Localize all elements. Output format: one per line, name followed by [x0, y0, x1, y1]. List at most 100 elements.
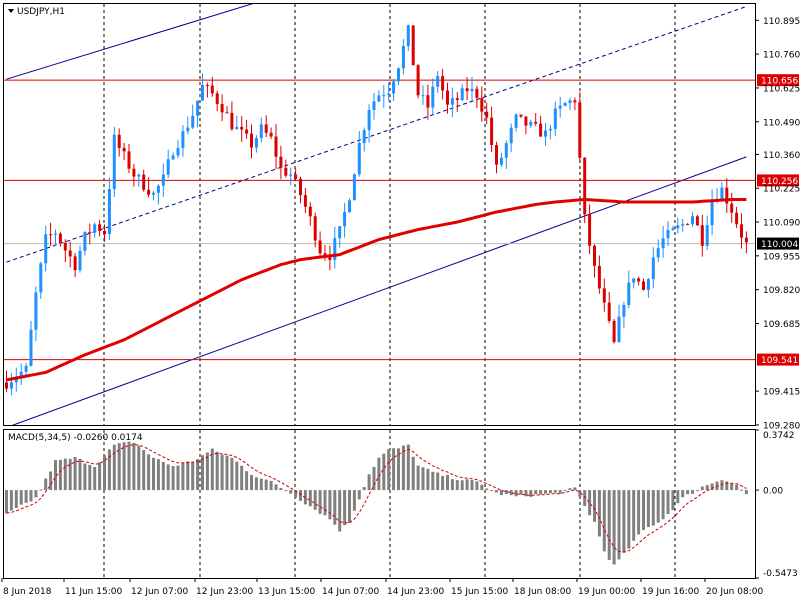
- candle-body: [308, 206, 312, 217]
- macd-bar: [186, 461, 190, 491]
- candle-body: [490, 117, 494, 146]
- time-axis-label: 12 Jun 07:00: [131, 587, 188, 597]
- macd-bar: [142, 450, 146, 491]
- candle-body: [450, 98, 454, 105]
- macd-bar: [54, 460, 57, 491]
- candle-body: [622, 305, 626, 317]
- candle-body: [602, 288, 606, 303]
- candle-body: [593, 245, 596, 266]
- macd-bar: [284, 490, 288, 492]
- candle-body: [299, 178, 302, 196]
- candle-body: [539, 123, 543, 137]
- macd-bar: [475, 481, 479, 491]
- macd-bar: [676, 490, 680, 504]
- candle-body: [514, 114, 518, 128]
- macd-axis-label: 0.3742: [763, 431, 795, 441]
- macd-bar: [450, 479, 454, 491]
- candle-body: [553, 108, 557, 129]
- candle-body: [54, 233, 57, 235]
- candle-body: [519, 114, 523, 117]
- candle-body: [98, 224, 102, 231]
- candle-body: [328, 255, 332, 260]
- candle-body: [205, 84, 209, 86]
- candle-body: [700, 225, 704, 246]
- symbol-label: USDJPY,H1: [17, 7, 65, 17]
- candle-body: [176, 148, 180, 156]
- macd-bar: [112, 444, 116, 491]
- level-tag: [757, 74, 799, 87]
- macd-bar: [666, 490, 670, 515]
- candle-body: [220, 103, 224, 113]
- macd-bar: [24, 490, 28, 503]
- macd-bar: [9, 490, 13, 511]
- macd-bar: [637, 490, 641, 535]
- candle-body: [504, 143, 508, 158]
- macd-bar: [147, 454, 151, 491]
- candle-body: [196, 100, 200, 116]
- macd-bar: [250, 474, 253, 491]
- macd-bar: [132, 442, 136, 491]
- macd-bar: [499, 490, 503, 496]
- current-price-label: 110.004: [761, 240, 798, 250]
- candle-body: [343, 211, 347, 227]
- candle-body: [323, 253, 327, 256]
- candle-body: [348, 200, 351, 212]
- macd-bar: [519, 490, 523, 495]
- macd-bar: [83, 463, 87, 491]
- candles: [5, 24, 748, 396]
- macd-bar: [117, 443, 121, 491]
- candle-body: [127, 151, 131, 169]
- macd-bar: [338, 490, 342, 532]
- macd-bar: [700, 486, 704, 491]
- candle-body: [627, 282, 631, 306]
- candle-body: [156, 185, 160, 193]
- macd-bar: [323, 490, 327, 516]
- time-axis-label: 12 Jun 23:00: [196, 587, 253, 597]
- macd-bar: [529, 490, 533, 497]
- macd-bar: [744, 490, 748, 495]
- candle-body: [264, 124, 268, 133]
- macd-bar: [171, 466, 175, 491]
- price-panel-frame: [3, 3, 756, 426]
- macd-bar: [201, 455, 204, 491]
- macd-bar: [720, 480, 724, 491]
- macd-bar: [573, 487, 577, 491]
- candle-body: [333, 238, 337, 260]
- macd-bar: [705, 485, 709, 491]
- candle-body: [573, 100, 577, 103]
- candle-body: [34, 292, 38, 330]
- candle-body: [411, 25, 415, 66]
- candle-body: [68, 250, 72, 257]
- candle-body: [441, 76, 445, 91]
- candle-body: [171, 155, 175, 160]
- macd-bar: [372, 466, 376, 491]
- candle-body: [671, 228, 675, 231]
- macd-bar: [514, 490, 518, 497]
- macd-bar: [392, 448, 396, 491]
- dropdown-arrow-icon[interactable]: [8, 9, 14, 13]
- level-tag-label: 110.656: [761, 77, 798, 87]
- macd-label: MACD(5,34,5) -0.0260 0.0174: [8, 433, 143, 443]
- price-axis-label: 110.490: [763, 118, 800, 128]
- macd-bar: [137, 445, 141, 491]
- macd-bar: [14, 490, 18, 508]
- macd-bar: [465, 479, 469, 491]
- current-price-tag: [757, 237, 799, 250]
- macd-bar: [240, 465, 244, 491]
- macd-bar: [88, 464, 92, 491]
- macd-signal-line: [6, 444, 747, 553]
- price-axis-label: 110.895: [763, 17, 800, 27]
- level-tag: [757, 174, 799, 187]
- macd-bar: [490, 490, 494, 492]
- macd-bar: [161, 461, 165, 491]
- macd-bar: [588, 490, 592, 516]
- macd-bar: [98, 462, 102, 491]
- candle-body: [137, 174, 141, 177]
- candle-body: [279, 156, 283, 168]
- candle-body: [455, 98, 459, 101]
- candle-body: [436, 76, 440, 87]
- macd-bar: [225, 455, 229, 491]
- candle-body: [132, 168, 136, 177]
